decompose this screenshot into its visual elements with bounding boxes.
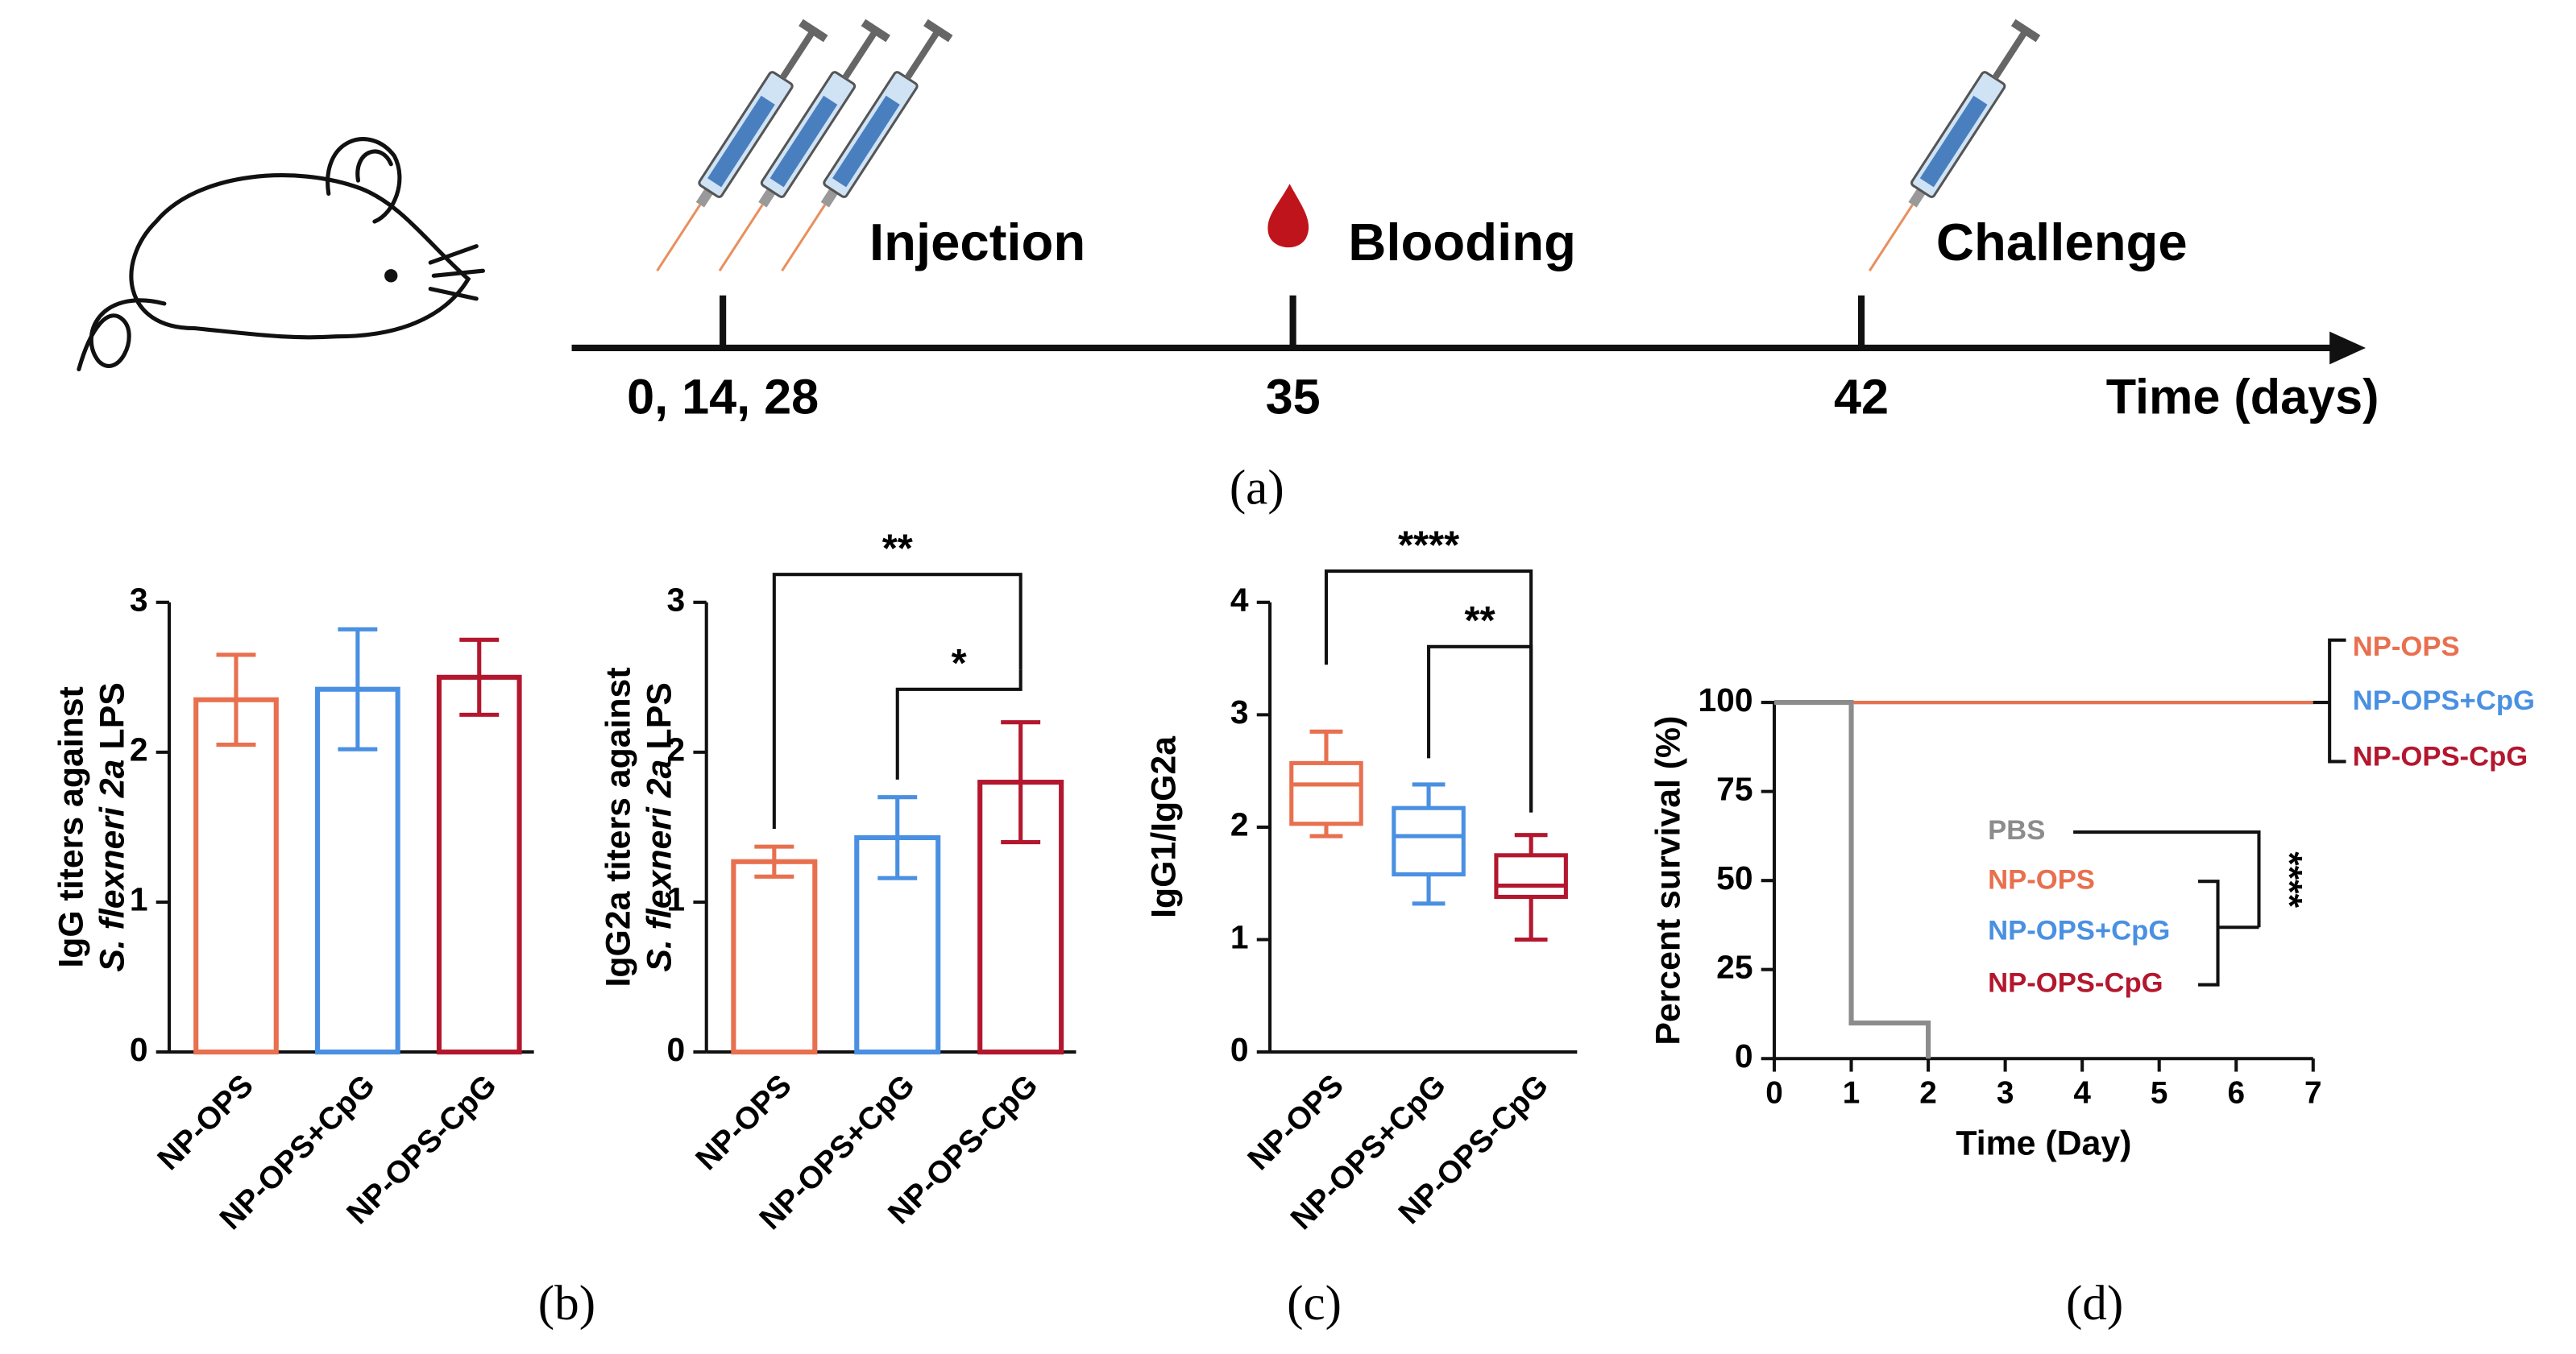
significance-bracket [895,669,1023,780]
y-axis-label-part: LPS [93,682,132,749]
y-axis-label-part: S. flexneri 2a [93,760,132,972]
y-tick-label: 25 [1716,948,1753,985]
timeline-axis-label: Time (days) [2106,369,2379,424]
legend-label: NP-OPS+CpG [2353,685,2535,716]
y-axis-label-part: IgG1/IgG2a [1145,735,1184,918]
significance-label: **** [1398,524,1459,567]
y-axis-label-part: S. flexneri 2a [641,760,679,972]
legend-bracket [2198,880,2259,987]
legend-label: NP-OPS+CpG [1988,916,2170,946]
panel-label: (d) [2066,1277,2123,1331]
panel-label: (a) [1230,461,1284,515]
mouse [77,137,485,372]
significance-label: **** [2269,851,2310,908]
y-tick-label: 2 [1230,806,1249,843]
significance-label: * [952,642,967,685]
significance-label: ** [1465,599,1495,643]
x-tick-label: 1 [1843,1075,1860,1110]
x-tick-label: 3 [1997,1075,2014,1110]
y-axis-label-part: IgG2a titers against [599,667,638,987]
y-tick-label: 2 [130,731,148,768]
y-tick-label: 1 [1230,918,1249,955]
panel-label: (c) [1287,1277,1342,1331]
blood-drop [1267,184,1309,248]
x-tick-label: NP-OPS [151,1068,259,1177]
bar [193,697,279,1055]
y-axis-label: IgG titers against [52,686,91,967]
y-tick-label: 4 [1230,582,1249,619]
box [1392,805,1466,877]
y-axis-label: Percent survival (%) [1649,716,1688,1046]
event-day: 0, 14, 28 [627,369,819,424]
y-axis-label: S. flexneri 2a LPS [641,682,679,971]
y-axis-label: IgG1/IgG2a [1145,735,1184,918]
bar [315,686,400,1055]
x-tick-label: NP-OPS [689,1068,798,1177]
y-tick-label: 1 [130,881,148,918]
y-axis-label-part: Percent survival (%) [1649,716,1688,1046]
x-axis-label: Time (Day) [1956,1124,2131,1163]
y-tick-label: 2 [667,731,686,768]
y-axis-label-part: IgG titers against [52,686,91,967]
legend-label: NP-OPS [2353,631,2460,662]
legend-bracket [2313,638,2346,764]
mouse-eye [384,269,398,283]
survival-line [1774,700,1931,1059]
significance-bracket [772,573,1023,829]
y-tick-label: 0 [667,1031,686,1068]
legend-label: NP-OPS [1988,864,2095,895]
y-tick-label: 0 [1230,1031,1249,1068]
x-tick-label: 5 [2151,1075,2168,1110]
x-tick-label: 4 [2073,1075,2091,1110]
y-tick-label: 50 [1716,859,1753,896]
box [1289,760,1363,826]
legend-label: NP-OPS-CpG [1988,968,2163,999]
x-tick-label: 2 [1919,1075,1937,1110]
bar [731,859,818,1055]
x-tick-label: 6 [2227,1075,2245,1110]
box [1494,853,1568,900]
legend-label: PBS [1988,815,2045,846]
timeline-arrow [2329,331,2367,365]
x-tick-label: 7 [2304,1075,2322,1110]
significance-label: ** [882,528,913,571]
bar [854,834,941,1055]
panel-label: (b) [538,1277,595,1331]
event-day: 35 [1266,369,1321,424]
y-tick-label: 3 [1230,694,1249,731]
y-tick-label: 1 [667,881,686,918]
bar [977,780,1064,1055]
y-tick-label: 75 [1716,770,1753,807]
legend-label: NP-OPS-CpG [2353,742,2528,772]
y-tick-label: 3 [130,582,148,619]
y-axis-label-part: LPS [641,682,679,749]
y-axis-label: IgG2a titers against [599,667,638,987]
bar [436,674,522,1055]
y-tick-label: 0 [130,1031,148,1068]
event-day: 42 [1834,369,1889,424]
event-label: Challenge [1936,213,2188,271]
y-axis-label: S. flexneri 2a LPS [93,682,132,971]
event-label: Blooding [1348,213,1576,271]
x-tick-label: 0 [1765,1075,1783,1110]
event-label: Injection [869,213,1085,271]
y-tick-label: 3 [667,582,686,619]
significance-bracket [1427,644,1533,813]
y-tick-label: 0 [1735,1037,1753,1075]
legend-bracket [2073,830,2261,928]
y-tick-label: 100 [1698,681,1753,718]
